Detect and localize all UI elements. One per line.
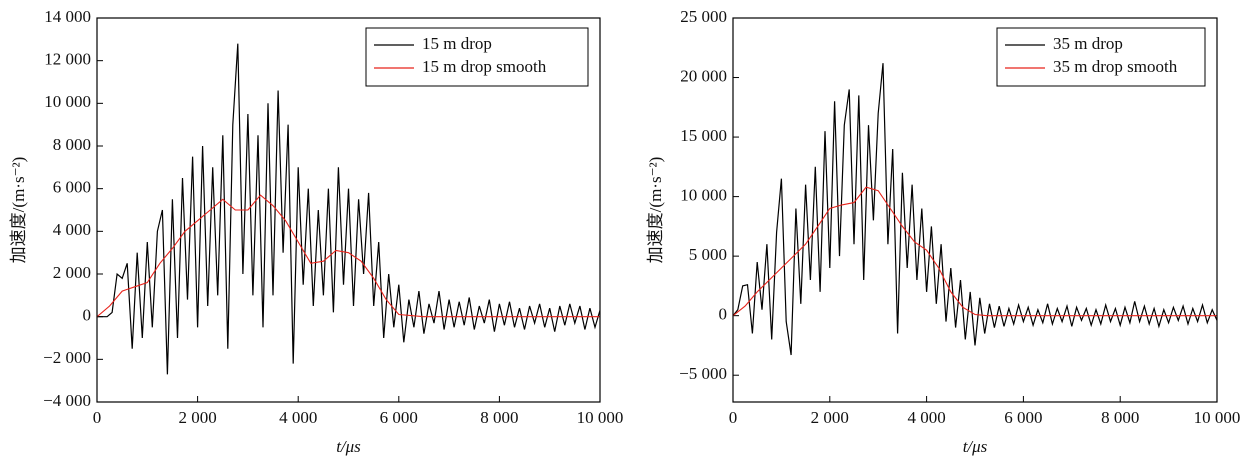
plot-frame bbox=[732, 17, 1218, 403]
series-line bbox=[733, 186, 1217, 317]
x-axis-label: t/μs bbox=[963, 437, 988, 456]
legend-box bbox=[365, 27, 589, 87]
y-tick-label: 0 bbox=[719, 305, 728, 324]
x-axis-label: t/μs bbox=[336, 437, 361, 456]
y-tick-label: 25 000 bbox=[680, 7, 727, 26]
x-tick-label: 4 000 bbox=[279, 408, 317, 427]
y-tick-label: 10 000 bbox=[44, 92, 91, 111]
series-line bbox=[733, 63, 1217, 356]
legend-box bbox=[996, 27, 1206, 87]
y-tick-label: 12 000 bbox=[44, 50, 91, 69]
series-line bbox=[97, 43, 600, 375]
x-tick-label: 6 000 bbox=[380, 408, 418, 427]
y-tick-label: 14 000 bbox=[44, 7, 91, 26]
y-tick-label: 15 000 bbox=[680, 126, 727, 145]
x-tick-label: 10 000 bbox=[577, 408, 624, 427]
y-tick-label: −4 000 bbox=[43, 391, 91, 410]
series-line bbox=[97, 194, 600, 318]
legend-label: 15 m drop smooth bbox=[422, 57, 547, 76]
y-tick-label: 8 000 bbox=[53, 135, 91, 154]
x-tick-label: 8 000 bbox=[480, 408, 518, 427]
legend-label: 15 m drop bbox=[422, 34, 492, 53]
y-tick-label: 10 000 bbox=[680, 186, 727, 205]
legend-label: 35 m drop bbox=[1053, 34, 1123, 53]
x-tick-label: 2 000 bbox=[178, 408, 216, 427]
y-tick-label: −5 000 bbox=[679, 364, 727, 383]
y-tick-label: 2 000 bbox=[53, 263, 91, 282]
y-axis-label: 加速度/(m·s⁻²) bbox=[646, 157, 665, 264]
plot-frame bbox=[96, 17, 601, 403]
x-tick-label: 10 000 bbox=[1194, 408, 1241, 427]
x-tick-label: 8 000 bbox=[1101, 408, 1139, 427]
y-axis-label: 加速度/(m·s⁻²) bbox=[9, 157, 28, 264]
y-tick-label: 0 bbox=[83, 306, 92, 325]
x-tick-label: 6 000 bbox=[1004, 408, 1042, 427]
x-tick-label: 0 bbox=[93, 408, 102, 427]
x-tick-label: 4 000 bbox=[907, 408, 945, 427]
y-tick-label: 4 000 bbox=[53, 220, 91, 239]
x-tick-label: 0 bbox=[729, 408, 738, 427]
x-tick-label: 2 000 bbox=[811, 408, 849, 427]
y-tick-label: 20 000 bbox=[680, 66, 727, 85]
y-tick-label: 5 000 bbox=[689, 245, 727, 264]
y-tick-label: 6 000 bbox=[53, 178, 91, 197]
y-tick-label: −2 000 bbox=[43, 348, 91, 367]
legend-label: 35 m drop smooth bbox=[1053, 57, 1178, 76]
